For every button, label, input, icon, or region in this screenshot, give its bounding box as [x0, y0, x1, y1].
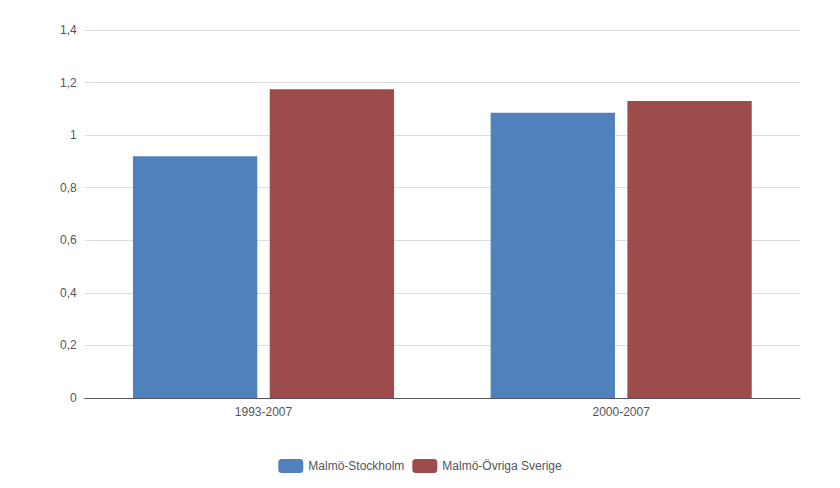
- svg-text:0: 0: [70, 391, 77, 405]
- svg-text:1,2: 1,2: [60, 76, 77, 90]
- svg-text:2000-2007: 2000-2007: [592, 405, 650, 419]
- svg-text:0,6: 0,6: [60, 233, 77, 247]
- svg-text:0,2: 0,2: [60, 338, 77, 352]
- svg-text:1: 1: [70, 128, 77, 142]
- svg-text:Malmö-Övriga Sverige: Malmö-Övriga Sverige: [442, 459, 562, 473]
- svg-text:0,4: 0,4: [60, 286, 77, 300]
- svg-text:1993-2007: 1993-2007: [235, 405, 293, 419]
- svg-text:1,4: 1,4: [60, 23, 77, 37]
- svg-text:0,8: 0,8: [60, 181, 77, 195]
- svg-text:Malmö-Stockholm: Malmö-Stockholm: [308, 459, 404, 473]
